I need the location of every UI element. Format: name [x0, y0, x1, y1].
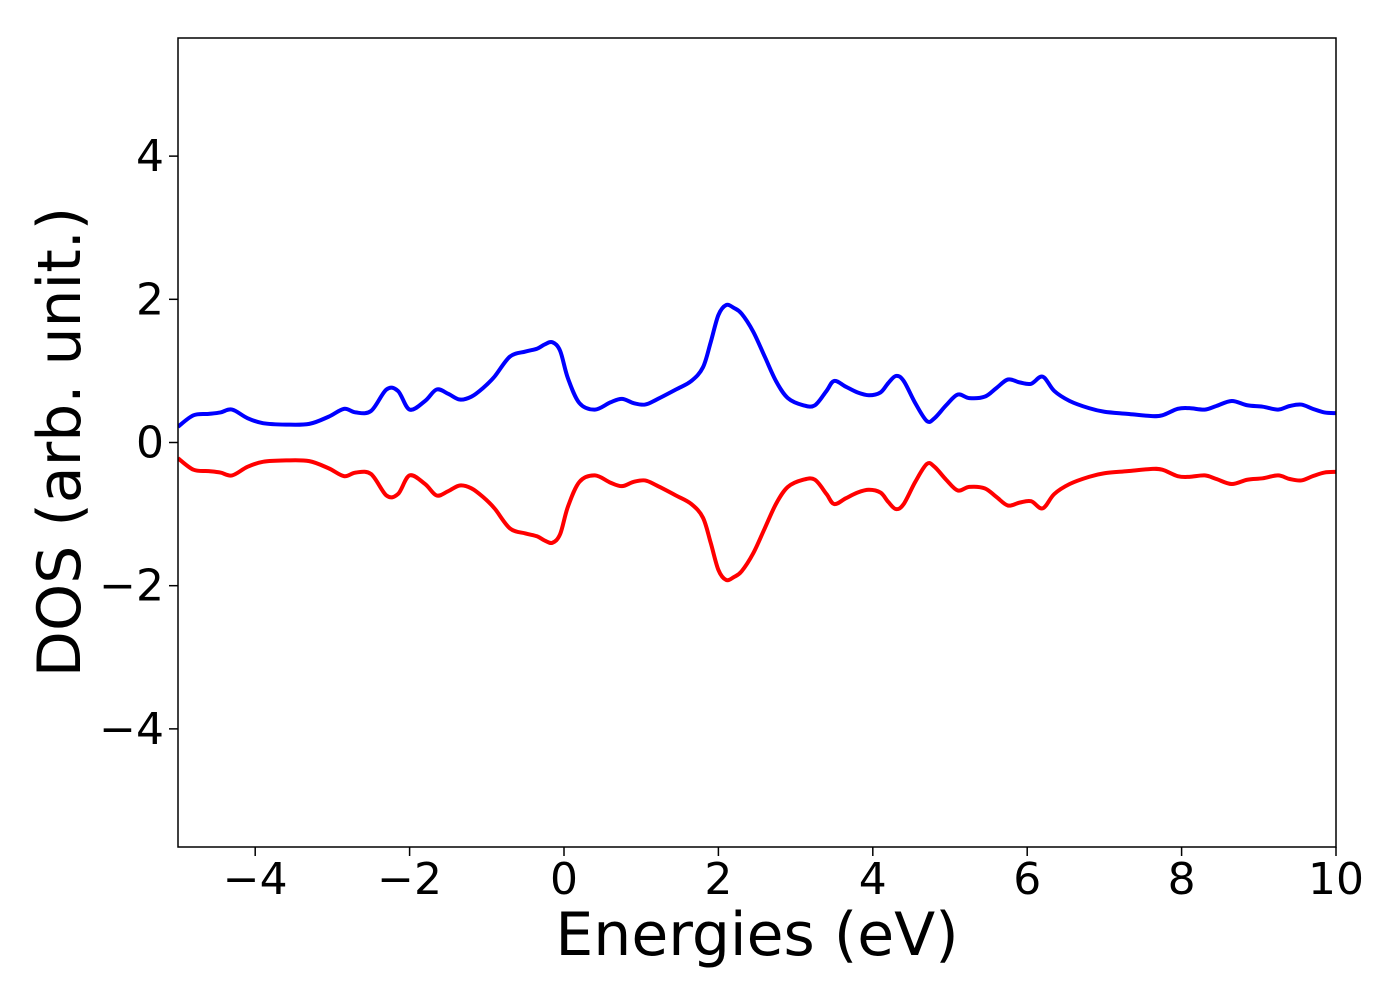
series-layer	[178, 302, 1336, 583]
x-tick-label: 0	[550, 854, 578, 905]
y-tick-label: −4	[99, 704, 164, 755]
x-tick-label: 2	[704, 854, 732, 905]
x-tick-label: −4	[223, 854, 288, 905]
dos-line-red	[178, 456, 1336, 583]
y-tick-label: 4	[136, 131, 164, 182]
x-axis-ticks: −4 −2 0 2 4 6 8 10	[223, 847, 1364, 905]
y-tick-label: 0	[136, 418, 164, 469]
x-tick-label: 8	[1168, 854, 1196, 905]
y-tick-label: 2	[136, 274, 164, 325]
x-tick-label: 10	[1308, 854, 1364, 905]
plot-frame	[177, 37, 1337, 848]
dos-line-blue	[178, 302, 1336, 429]
x-axis-label: Energies (eV)	[555, 900, 958, 970]
x-tick-label: 6	[1013, 854, 1041, 905]
x-tick-label: 4	[859, 854, 887, 905]
y-axis-label: DOS (arb. unit.)	[25, 207, 95, 677]
y-axis-ticks: −4 −2 0 2 4	[99, 131, 178, 755]
y-tick-label: −2	[99, 561, 164, 612]
x-tick-label: −2	[377, 854, 442, 905]
